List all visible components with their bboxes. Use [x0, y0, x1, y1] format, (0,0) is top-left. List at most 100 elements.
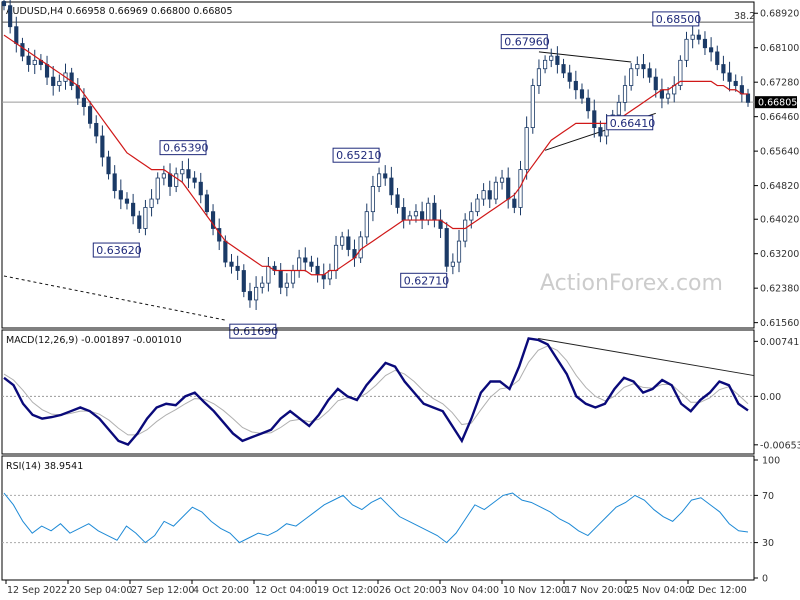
annotation-label-3: 0.65210	[336, 149, 382, 162]
price-tick-label-8: 0.62380	[760, 284, 799, 295]
candle-body-93	[573, 80, 578, 91]
time-tick-label-5: 19 Oct 12:00	[317, 585, 379, 596]
rsi-tick-label-3: 0	[762, 574, 768, 585]
annotation-label-0: 0.65390	[163, 142, 209, 155]
macd-tick-label-2: -0.006532	[760, 440, 800, 451]
candle-body-121	[745, 93, 751, 103]
macd-signal-line	[3, 345, 749, 436]
candle-body-74	[456, 240, 462, 263]
annotation-box-2	[229, 323, 277, 339]
annotation-label-5: 0.67960	[504, 36, 549, 49]
candle-body-88	[543, 59, 548, 70]
annotation-label-1: 0.63620	[96, 244, 142, 257]
macd-tick-label-0: 0.007411	[760, 337, 800, 348]
candle-body-108	[665, 93, 671, 99]
time-tick-label-0: 12 Sep 2022	[7, 585, 67, 596]
candle-body-13	[81, 97, 87, 107]
candle-body-104	[641, 64, 646, 70]
annotation-box-0	[159, 140, 207, 156]
candle-body-31	[192, 177, 197, 183]
candle-body-5	[32, 59, 37, 65]
candle-body-40	[247, 291, 253, 301]
macd-tick-label-1: 0.00	[760, 392, 781, 403]
candle-body-92	[567, 72, 572, 82]
price-annotations: 0.65390 0.63620 0.61690 0.65210 0.62710 0.679…	[92, 11, 701, 339]
time-tick-label-11: 2 Dec 12:00	[689, 585, 747, 596]
candle-body-14	[88, 106, 93, 124]
time-tick-label-4: 12 Oct 04:00	[255, 585, 317, 596]
price-tick-label-6: 0.64020	[760, 215, 799, 226]
annotation-box-6	[606, 115, 654, 131]
candle-body-72	[444, 228, 449, 267]
macd-line	[3, 337, 749, 447]
candle-body-9	[57, 80, 62, 86]
price-tick-label-9: 0.61560	[760, 318, 799, 329]
price-tick-label-5: 0.64820	[760, 181, 799, 192]
candle-body-94	[579, 89, 585, 99]
candle-body-24	[149, 198, 154, 208]
price-tick-label-4: 0.65640	[760, 147, 799, 158]
candle-body-82	[506, 177, 511, 200]
candle-body-46	[284, 282, 289, 288]
price-tick-label-2: 0.67280	[760, 78, 799, 89]
candle-body-19	[118, 190, 123, 200]
candle-body-114	[702, 38, 708, 49]
candle-body-8	[51, 76, 56, 86]
time-tick-label-2: 27 Sep 12:00	[131, 585, 194, 596]
price-trendline-0	[3, 275, 226, 321]
candle-body-103	[635, 64, 640, 70]
candle-body-28	[174, 173, 179, 187]
price-tick-label-3: 0.66460	[760, 112, 799, 123]
candle-body-75	[463, 219, 468, 242]
candle-body-4	[26, 55, 31, 65]
candle-body-83	[512, 198, 517, 208]
macd-panel-frame	[1, 329, 755, 455]
candle-body-48	[297, 257, 302, 271]
candle-body-42	[260, 282, 265, 288]
candle-body-60	[370, 186, 376, 213]
candle-body-29	[180, 169, 185, 175]
candle-body-79	[487, 190, 492, 200]
time-tick-label-6: 26 Oct 20:00	[379, 585, 441, 596]
candle-body-63	[389, 177, 394, 196]
annotation-box-5	[500, 34, 548, 50]
candle-body-15	[94, 122, 99, 137]
time-tick-label-7: 3 Nov 04:00	[441, 585, 499, 596]
candle-body-110	[678, 59, 683, 86]
rsi-panel-title: RSI(14) 38.9541	[6, 461, 83, 472]
candle-body-20	[124, 198, 130, 204]
candle-body-113	[696, 34, 701, 40]
candle-body-47	[290, 270, 296, 284]
candle-body-55	[340, 236, 345, 246]
candle-body-85	[524, 127, 529, 171]
candle-body-45	[278, 270, 283, 288]
candle-body-112	[690, 34, 695, 40]
candle-body-21	[131, 202, 136, 217]
current-price-box	[755, 96, 797, 109]
candle-body-39	[241, 270, 246, 292]
price-trendline-1	[538, 51, 632, 63]
candle-body-33	[204, 194, 209, 213]
price-panel-title: AUDUSD,H4 0.66958 0.66969 0.66800 0.6680…	[6, 6, 233, 17]
candle-body-18	[112, 173, 117, 192]
annotation-box-7	[652, 11, 700, 27]
annotation-label-6: 0.66410	[610, 117, 656, 130]
candle-body-111	[684, 38, 689, 61]
candle-body-59	[364, 211, 369, 238]
candle-body-118	[727, 72, 732, 82]
candle-body-36	[223, 240, 228, 263]
macd-panel: MACD(12,26,9) -0.001897 -0.001010 0.0074…	[1, 329, 800, 455]
candle-body-34	[210, 211, 216, 229]
rsi-panel: RSI(14) 38.9541 100 70 30 0	[1, 455, 780, 585]
candle-body-105	[647, 68, 652, 78]
candle-body-91	[561, 64, 566, 74]
candle-body-27	[167, 173, 173, 187]
candle-body-76	[469, 211, 474, 221]
candle-body-106	[653, 76, 658, 91]
time-tick-label-9: 17 Nov 20:00	[565, 585, 629, 596]
candle-body-67	[413, 211, 419, 217]
candle-body-54	[333, 244, 339, 271]
price-panel-frame	[1, 1, 755, 329]
